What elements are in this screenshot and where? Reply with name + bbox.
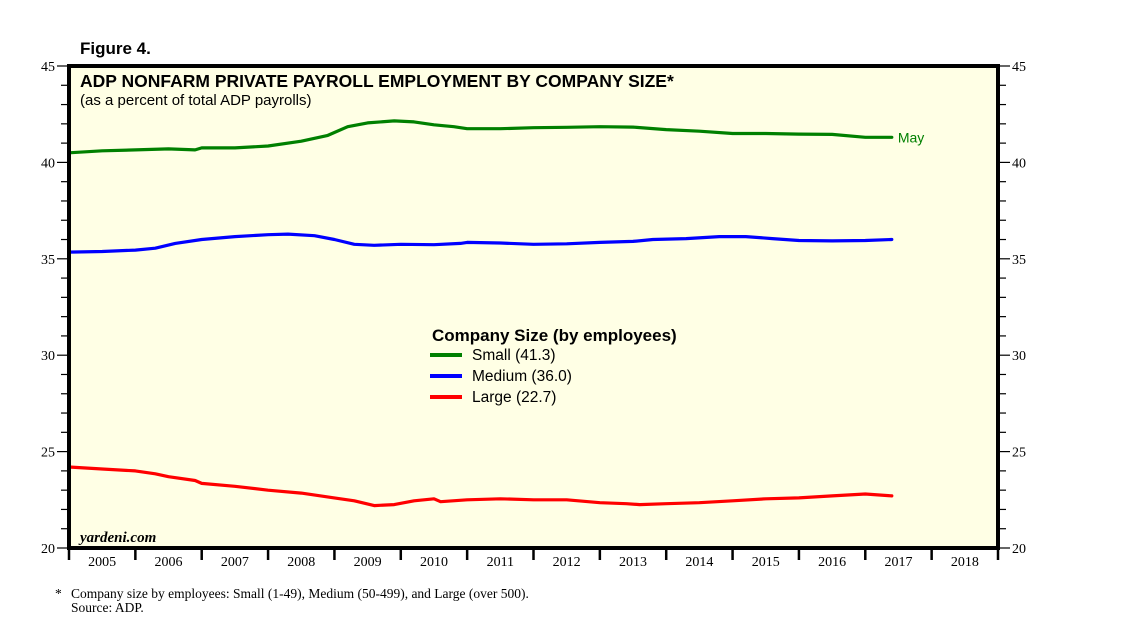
y-tick-label-left: 35 <box>41 253 55 268</box>
end-label-may: May <box>898 129 924 145</box>
x-tick-label: 2011 <box>487 555 514 570</box>
y-tick-label-right: 20 <box>1012 542 1026 557</box>
chart-title: ADP NONFARM PRIVATE PAYROLL EMPLOYMENT B… <box>80 71 674 91</box>
footnote-source: Source: ADP. <box>71 600 144 615</box>
watermark: yardeni.com <box>78 530 156 546</box>
series-line-large <box>67 465 894 508</box>
footnote-text: Company size by employees: Small (1-49),… <box>71 586 529 601</box>
x-tick-label: 2008 <box>287 555 315 570</box>
y-tick-label-right: 35 <box>1012 253 1026 268</box>
x-tick-label: 2015 <box>752 555 780 570</box>
x-tick-label: 2010 <box>420 555 448 570</box>
x-tick-label: 2016 <box>818 555 846 570</box>
legend: Company Size (by employees) Small (41.3)… <box>430 326 677 406</box>
y-tick-label-left: 30 <box>41 349 55 364</box>
y-tick-label-right: 45 <box>1012 60 1026 75</box>
x-tick-label: 2013 <box>619 555 647 570</box>
series-line-small <box>67 119 894 155</box>
y-tick-label-left: 25 <box>41 446 55 461</box>
y-tick-label-right: 25 <box>1012 446 1026 461</box>
y-tick-label-right: 40 <box>1012 156 1026 171</box>
x-tick-label: 2012 <box>553 555 581 570</box>
legend-label-large: Large (22.7) <box>472 389 556 406</box>
x-tick-label: 2005 <box>88 555 116 570</box>
legend-label-medium: Medium (36.0) <box>472 368 572 385</box>
x-tick-label: 2018 <box>951 555 979 570</box>
series-line-medium <box>67 232 894 254</box>
y-tick-label-left: 45 <box>41 60 55 75</box>
legend-title: Company Size (by employees) <box>432 326 677 345</box>
x-tick-label: 2017 <box>884 555 912 570</box>
figure-label: Figure 4. <box>80 39 151 58</box>
footnote: * Company size by employees: Small (1-49)… <box>55 587 529 615</box>
x-tick-label: 2006 <box>155 555 183 570</box>
footnote-marker: * <box>55 586 62 601</box>
chart-subtitle: (as a percent of total ADP payrolls) <box>80 92 312 109</box>
y-tick-label-left: 40 <box>41 156 55 171</box>
axis-layer: 20 20 25 25 30 30 35 35 40 40 45 45 2005 2006 2007 2008… <box>41 60 1026 570</box>
x-tick-label: 2009 <box>354 555 382 570</box>
x-tick-label: 2014 <box>685 555 713 570</box>
y-tick-label-right: 30 <box>1012 349 1026 364</box>
x-tick-label: 2007 <box>221 555 249 570</box>
y-tick-label-left: 20 <box>41 542 55 557</box>
legend-label-small: Small (41.3) <box>472 347 556 364</box>
series-layer <box>67 119 894 508</box>
